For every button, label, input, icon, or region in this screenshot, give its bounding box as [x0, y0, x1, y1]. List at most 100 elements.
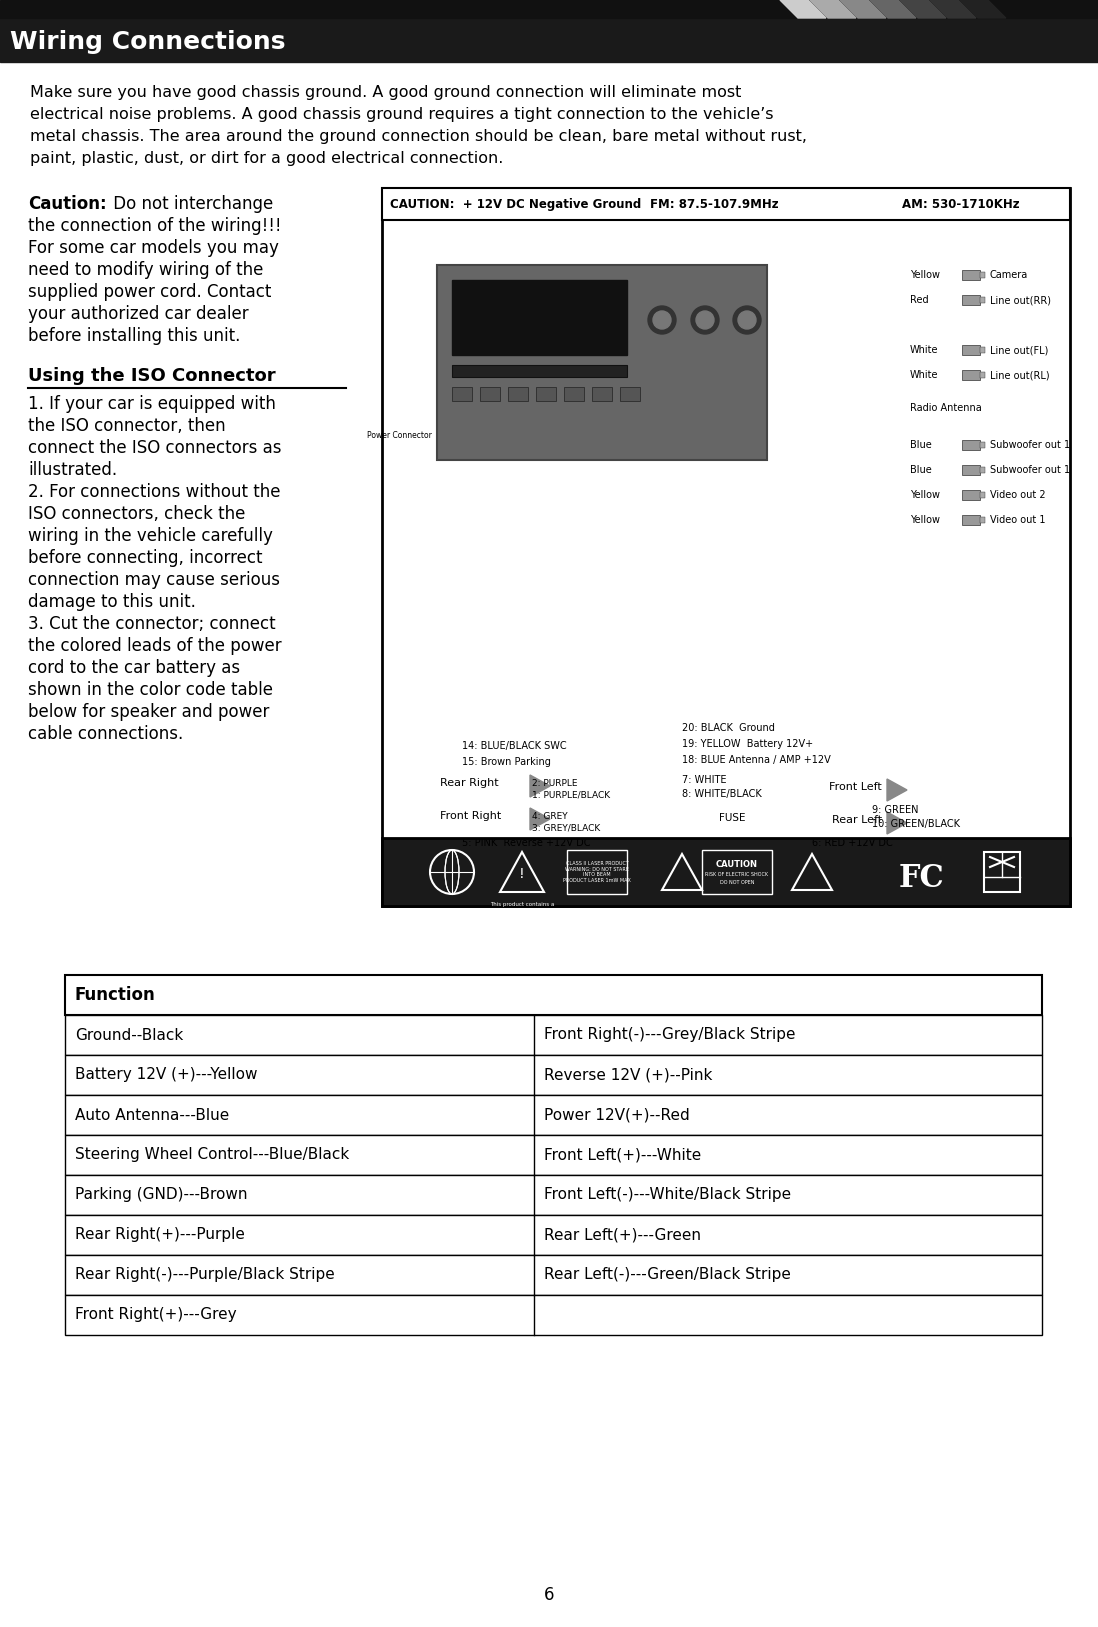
Text: Red: Red	[910, 294, 929, 304]
Text: Front Right(-)---Grey/Black Stripe: Front Right(-)---Grey/Black Stripe	[544, 1028, 795, 1043]
Text: Battery 12V (+)---Yellow: Battery 12V (+)---Yellow	[75, 1067, 258, 1082]
Bar	[0, 18, 1098, 62]
Bar	[981, 373, 985, 377]
Text: ISO connectors, check the: ISO connectors, check the	[29, 504, 245, 522]
Bar	[620, 387, 640, 400]
Text: 1: PURPLE/BLACK: 1: PURPLE/BLACK	[533, 791, 610, 799]
Text: electrical noise problems. A good chassis ground requires a tight connection to : electrical noise problems. A good chassi…	[30, 107, 773, 122]
Bar	[981, 272, 985, 278]
Text: the connection of the wiring!!!: the connection of the wiring!!!	[29, 216, 281, 234]
Bar	[452, 387, 472, 400]
Bar	[981, 467, 985, 473]
Polygon shape	[870, 0, 916, 18]
Text: Front Right: Front Right	[440, 810, 502, 822]
Text: Front Left(-)---White/Black Stripe: Front Left(-)---White/Black Stripe	[544, 1188, 791, 1202]
Circle shape	[696, 311, 714, 329]
Bar	[962, 490, 981, 499]
Text: AM: 530-1710KHz: AM: 530-1710KHz	[901, 197, 1020, 210]
Bar	[65, 1054, 1042, 1095]
Text: Front Left(+)---White: Front Left(+)---White	[544, 1147, 702, 1163]
Text: Line out(RR): Line out(RR)	[990, 294, 1051, 304]
Text: Video out 2: Video out 2	[990, 490, 1045, 499]
Bar	[962, 465, 981, 475]
Text: your authorized car dealer: your authorized car dealer	[29, 304, 248, 324]
Text: Front Right(+)---Grey: Front Right(+)---Grey	[75, 1308, 237, 1323]
Text: Power 12V(+)--Red: Power 12V(+)--Red	[544, 1108, 690, 1123]
Text: This product contains a
low power laser device.: This product contains a low power laser …	[490, 901, 554, 913]
Bar	[981, 298, 985, 303]
Bar	[981, 347, 985, 353]
Text: 14: BLUE/BLACK SWC: 14: BLUE/BLACK SWC	[462, 740, 567, 752]
Bar	[962, 369, 981, 381]
Bar	[65, 1215, 1042, 1254]
Bar	[962, 345, 981, 355]
Circle shape	[653, 311, 671, 329]
Bar	[962, 270, 981, 280]
Text: 7: WHITE: 7: WHITE	[682, 774, 727, 784]
Text: Line out(FL): Line out(FL)	[990, 345, 1049, 355]
Text: shown in the color code table: shown in the color code table	[29, 682, 273, 700]
Text: Camera: Camera	[990, 270, 1028, 280]
Text: need to modify wiring of the: need to modify wiring of the	[29, 260, 264, 278]
Bar	[564, 387, 584, 400]
Text: Steering Wheel Control---Blue/Black: Steering Wheel Control---Blue/Black	[75, 1147, 349, 1163]
Bar	[65, 1295, 1042, 1336]
Text: FM: 87.5-107.9MHz: FM: 87.5-107.9MHz	[650, 197, 778, 210]
Polygon shape	[930, 0, 976, 18]
Polygon shape	[530, 774, 550, 797]
Text: 6: RED +12V DC: 6: RED +12V DC	[813, 838, 893, 848]
Polygon shape	[990, 0, 1037, 18]
Text: Rear Right(+)---Purple: Rear Right(+)---Purple	[75, 1227, 245, 1243]
Text: Subwoofer out 1: Subwoofer out 1	[990, 439, 1071, 451]
Text: Function: Function	[75, 986, 156, 1004]
Bar	[480, 387, 500, 400]
Text: Front Left: Front Left	[829, 783, 882, 792]
Bar	[962, 294, 981, 304]
Text: Auto Antenna---Blue: Auto Antenna---Blue	[75, 1108, 229, 1123]
Text: 10: GREEN/BLACK: 10: GREEN/BLACK	[872, 818, 960, 830]
Text: 5: PINK  Reverse +12V DC: 5: PINK Reverse +12V DC	[462, 838, 591, 848]
Text: For some car models you may: For some car models you may	[29, 239, 279, 257]
Text: Rear Left(-)---Green/Black Stripe: Rear Left(-)---Green/Black Stripe	[544, 1267, 791, 1282]
Bar	[382, 189, 1069, 220]
Text: Make sure you have good chassis ground. A good ground connection will eliminate : Make sure you have good chassis ground. …	[30, 85, 741, 99]
Bar	[65, 1015, 1042, 1054]
Text: 15: Brown Parking: 15: Brown Parking	[462, 757, 551, 766]
Text: 8: WHITE/BLACK: 8: WHITE/BLACK	[682, 789, 762, 799]
Circle shape	[733, 306, 761, 334]
Text: Power Connector: Power Connector	[367, 431, 432, 439]
Bar	[567, 849, 627, 893]
Polygon shape	[887, 812, 907, 835]
Text: before installing this unit.: before installing this unit.	[29, 327, 240, 345]
Polygon shape	[780, 0, 826, 18]
Text: CAUTION: CAUTION	[716, 859, 758, 869]
Text: Radio Antenna: Radio Antenna	[910, 403, 982, 413]
Text: Rear Left: Rear Left	[832, 815, 882, 825]
Text: paint, plastic, dust, or dirt for a good electrical connection.: paint, plastic, dust, or dirt for a good…	[30, 151, 503, 166]
Text: 2. For connections without the: 2. For connections without the	[29, 483, 280, 501]
Bar	[962, 439, 981, 451]
Text: Reverse 12V (+)--Pink: Reverse 12V (+)--Pink	[544, 1067, 713, 1082]
Polygon shape	[530, 809, 550, 830]
Text: Caution:: Caution:	[29, 195, 107, 213]
Text: cord to the car battery as: cord to the car battery as	[29, 659, 240, 677]
Text: Blue: Blue	[910, 439, 932, 451]
Text: 9: GREEN: 9: GREEN	[872, 805, 919, 815]
Text: FC: FC	[899, 862, 945, 893]
Text: Parking (GND)---Brown: Parking (GND)---Brown	[75, 1188, 247, 1202]
Polygon shape	[810, 0, 856, 18]
Text: Line out(RL): Line out(RL)	[990, 369, 1050, 381]
Bar	[382, 189, 1069, 906]
Text: White: White	[910, 369, 939, 381]
Text: Using the ISO Connector: Using the ISO Connector	[29, 368, 276, 386]
Bar	[981, 491, 985, 498]
Text: 18: BLUE Antenna / AMP +12V: 18: BLUE Antenna / AMP +12V	[682, 755, 831, 765]
Bar	[65, 975, 1042, 1015]
Text: Wiring Connections: Wiring Connections	[10, 29, 285, 54]
Text: 19: YELLOW  Battery 12V+: 19: YELLOW Battery 12V+	[682, 739, 814, 748]
Bar	[981, 443, 985, 447]
Text: Subwoofer out 1: Subwoofer out 1	[990, 465, 1071, 475]
Text: FUSE: FUSE	[719, 814, 746, 823]
Text: connect the ISO connectors as: connect the ISO connectors as	[29, 439, 281, 457]
Text: metal chassis. The area around the ground connection should be clean, bare metal: metal chassis. The area around the groun…	[30, 129, 807, 145]
